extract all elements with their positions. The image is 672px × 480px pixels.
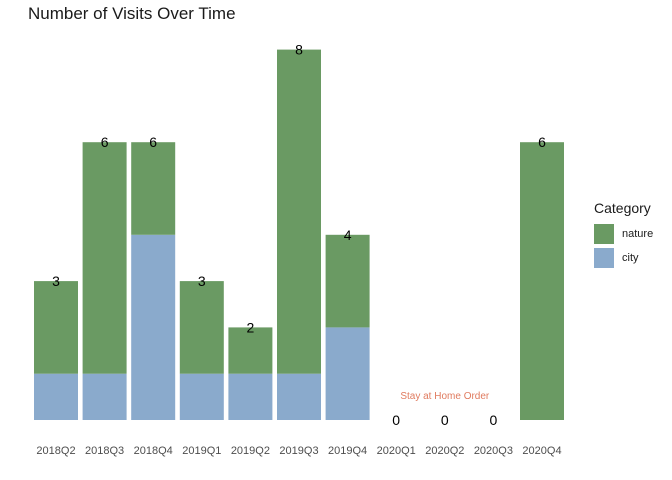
bar-nature-2019Q4 (325, 234, 370, 328)
total-label-2018Q4: 6 (149, 134, 157, 150)
bar-city-2018Q4 (131, 234, 176, 420)
x-tick-label-2020Q4: 2020Q4 (522, 445, 561, 457)
x-tick-label-2019Q1: 2019Q1 (182, 445, 221, 457)
total-label-2019Q3: 8 (295, 42, 303, 58)
total-label-2020Q1: 0 (392, 412, 400, 428)
total-label-2020Q2: 0 (441, 412, 449, 428)
total-label-2018Q2: 3 (52, 273, 60, 289)
x-tick-label-2019Q2: 2019Q2 (231, 445, 270, 457)
bar-city-2019Q2 (228, 373, 273, 420)
bar-city-2019Q3 (277, 373, 321, 420)
total-label-2020Q3: 0 (490, 412, 498, 428)
legend-item-nature: nature (594, 222, 653, 246)
x-tick-label-2019Q3: 2019Q3 (279, 445, 318, 457)
x-tick-label-2019Q4: 2019Q4 (328, 445, 367, 457)
annotation-stay-at-home: Stay at Home Order (400, 391, 490, 402)
total-label-2019Q4: 4 (344, 227, 352, 243)
x-tick-label-2018Q3: 2018Q3 (85, 445, 124, 457)
chart-title: Number of Visits Over Time (28, 4, 236, 23)
legend-key-city (594, 248, 614, 268)
bar-nature-2019Q1 (179, 281, 224, 374)
legend: Category nature city (594, 200, 653, 270)
legend-item-city: city (594, 246, 653, 270)
bar-city-2018Q3 (82, 373, 127, 420)
bar-city-2019Q4 (325, 327, 370, 420)
legend-label-nature: nature (622, 228, 654, 240)
bar-nature-2018Q4 (131, 142, 176, 235)
legend-label-city: city (622, 252, 639, 264)
bar-nature-2020Q4 (520, 142, 564, 420)
total-label-2018Q3: 6 (101, 134, 109, 150)
bar-nature-2019Q3 (277, 49, 321, 374)
total-label-2020Q4: 6 (538, 134, 546, 150)
x-tick-label-2020Q1: 2020Q1 (377, 445, 416, 457)
total-label-2019Q2: 2 (247, 319, 255, 335)
bar-city-2018Q2 (34, 373, 78, 420)
x-tick-label-2020Q3: 2020Q3 (474, 445, 513, 457)
bar-nature-2018Q2 (34, 281, 78, 374)
bar-nature-2019Q2 (228, 327, 273, 374)
x-tick-label-2020Q2: 2020Q2 (425, 445, 464, 457)
bar-nature-2018Q3 (82, 142, 127, 374)
x-tick-label-2018Q2: 2018Q2 (36, 445, 75, 457)
legend-key-nature (594, 224, 614, 244)
x-tick-label-2018Q4: 2018Q4 (134, 445, 173, 457)
bar-city-2019Q1 (179, 373, 224, 420)
legend-title: Category (594, 200, 651, 216)
total-label-2019Q1: 3 (198, 273, 206, 289)
